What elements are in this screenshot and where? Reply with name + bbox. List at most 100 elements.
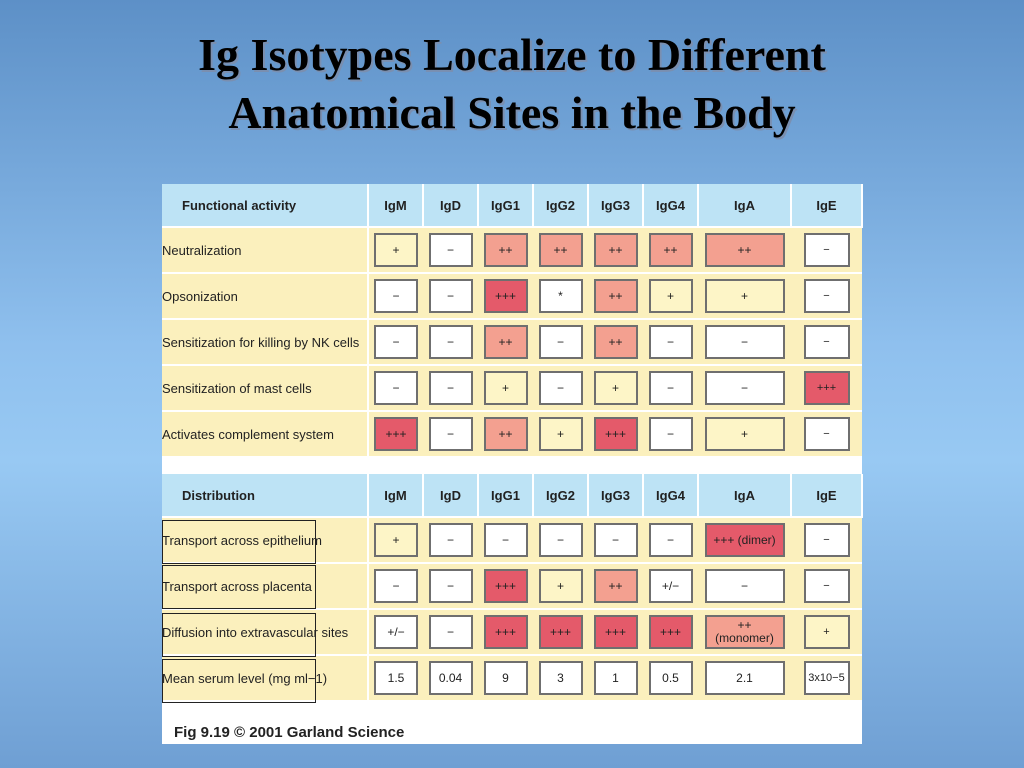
distribution-row-label: Diffusion into extravascular sites bbox=[162, 609, 369, 656]
value-box: − bbox=[374, 569, 418, 603]
column-header-ige: IgE bbox=[791, 184, 863, 228]
distribution-cell: 0.04 bbox=[423, 655, 478, 702]
value-box: +++ bbox=[483, 615, 528, 649]
value-box: − bbox=[593, 523, 638, 557]
value-box: − bbox=[374, 325, 418, 359]
functional-cell: + bbox=[698, 273, 791, 320]
functional-cell: + bbox=[698, 411, 791, 458]
functional-cell: +++ bbox=[368, 411, 423, 458]
value-box: + bbox=[374, 233, 418, 267]
functional-cell: + bbox=[588, 365, 643, 412]
functional-cell: ++ bbox=[478, 227, 533, 274]
functional-row: Sensitization of mast cells − − + − + − − +++ bbox=[162, 365, 862, 412]
value-box: +/− bbox=[648, 569, 693, 603]
functional-cell: ++ bbox=[698, 227, 791, 274]
functional-cell: ++ bbox=[643, 227, 698, 274]
distribution-cell: − bbox=[533, 517, 588, 564]
distribution-cell: − bbox=[368, 563, 423, 610]
functional-cell: − bbox=[533, 365, 588, 412]
value-box: − bbox=[428, 523, 473, 557]
value-box: − bbox=[704, 371, 785, 405]
functional-cell: + bbox=[643, 273, 698, 320]
functional-cell: +++ bbox=[791, 365, 862, 412]
value-box: − bbox=[428, 279, 473, 313]
functional-row-label: Opsonization bbox=[162, 273, 369, 320]
slide-title-line-1: Ig Isotypes Localize to Different bbox=[198, 29, 826, 80]
distribution-header: Distribution bbox=[162, 474, 369, 518]
functional-cell: − bbox=[423, 365, 478, 412]
column-header-igg4: IgG4 bbox=[643, 474, 699, 518]
functional-row: Sensitization for killing by NK cells − − +… bbox=[162, 319, 862, 366]
value-box: +++ (dimer) bbox=[704, 523, 785, 557]
value-box: − bbox=[803, 523, 850, 557]
value-box: ++ bbox=[593, 325, 638, 359]
distribution-cell: − bbox=[423, 517, 478, 564]
value-box: ++ bbox=[593, 569, 638, 603]
column-header-igd: IgD bbox=[423, 184, 479, 228]
functional-cell: + bbox=[478, 365, 533, 412]
distribution-cell: +++ bbox=[478, 609, 533, 656]
column-header-iga: IgA bbox=[698, 184, 792, 228]
distribution-cell: ++ bbox=[588, 563, 643, 610]
value-box: + bbox=[648, 279, 693, 313]
functional-cell: ++ bbox=[588, 227, 643, 274]
value-box: − bbox=[648, 371, 693, 405]
distribution-cell: 1 bbox=[588, 655, 643, 702]
distribution-cell: 0.5 bbox=[643, 655, 698, 702]
value-box: − bbox=[428, 417, 473, 451]
functional-cell: − bbox=[368, 273, 423, 320]
functional-row: Opsonization − − +++ * ++ + + − bbox=[162, 273, 862, 320]
functional-cell: − bbox=[533, 319, 588, 366]
functional-row: Neutralization + − ++ ++ ++ ++ ++ − bbox=[162, 227, 862, 274]
table-separator bbox=[162, 466, 862, 474]
distribution-cell: + bbox=[533, 563, 588, 610]
value-box: ++ bbox=[593, 279, 638, 313]
column-header-igg2: IgG2 bbox=[533, 184, 589, 228]
functional-cell: +++ bbox=[478, 273, 533, 320]
value-box: − bbox=[704, 325, 785, 359]
functional-cell: +++ bbox=[588, 411, 643, 458]
distribution-row-label: Transport across placenta bbox=[162, 563, 369, 610]
distribution-cell: +++ bbox=[533, 609, 588, 656]
value-box: 0.04 bbox=[428, 661, 473, 695]
value-box: − bbox=[428, 233, 473, 267]
distribution-cell: 1.5 bbox=[368, 655, 423, 702]
distribution-header-row: Distribution IgM IgD IgG1 IgG2 IgG3 IgG4… bbox=[162, 474, 863, 518]
functional-cell: − bbox=[423, 273, 478, 320]
distribution-cell: − bbox=[698, 563, 791, 610]
value-box: − bbox=[803, 233, 850, 267]
distribution-cell: + bbox=[791, 609, 862, 656]
distribution-cell: +++ bbox=[478, 563, 533, 610]
value-box: + bbox=[483, 371, 528, 405]
column-header-igd: IgD bbox=[423, 474, 479, 518]
value-box: − bbox=[648, 523, 693, 557]
value-box: + bbox=[704, 417, 785, 451]
slide-title-line-2: Anatomical Sites in the Body bbox=[228, 87, 796, 138]
value-box: ++ bbox=[704, 233, 785, 267]
functional-cell: − bbox=[791, 227, 862, 274]
value-box: +++ bbox=[593, 417, 638, 451]
column-header-igg1: IgG1 bbox=[478, 184, 534, 228]
value-box: ++ bbox=[483, 325, 528, 359]
value-box: + bbox=[538, 569, 583, 603]
functional-cell: ++ bbox=[478, 411, 533, 458]
distribution-row: Diffusion into extravascular sites +/− − ++… bbox=[162, 609, 862, 656]
functional-row-label: Neutralization bbox=[162, 227, 369, 274]
functional-cell: ++ bbox=[533, 227, 588, 274]
value-box: 1.5 bbox=[374, 661, 418, 695]
value-box: − bbox=[803, 325, 850, 359]
distribution-cell: ++ (monomer) bbox=[698, 609, 791, 656]
value-box: − bbox=[538, 371, 583, 405]
functional-row-label: Sensitization for killing by NK cells bbox=[162, 319, 369, 366]
distribution-cell: +/− bbox=[368, 609, 423, 656]
distribution-cell: − bbox=[588, 517, 643, 564]
value-box: +++ bbox=[483, 279, 528, 313]
distribution-cell: +++ (dimer) bbox=[698, 517, 791, 564]
distribution-cell: − bbox=[643, 517, 698, 564]
value-box: 1 bbox=[593, 661, 638, 695]
functional-cell: − bbox=[698, 365, 791, 412]
distribution-cell: 3x10−5 bbox=[791, 655, 862, 702]
value-box: − bbox=[803, 417, 850, 451]
functional-cell: + bbox=[533, 411, 588, 458]
value-box: + bbox=[803, 615, 850, 649]
